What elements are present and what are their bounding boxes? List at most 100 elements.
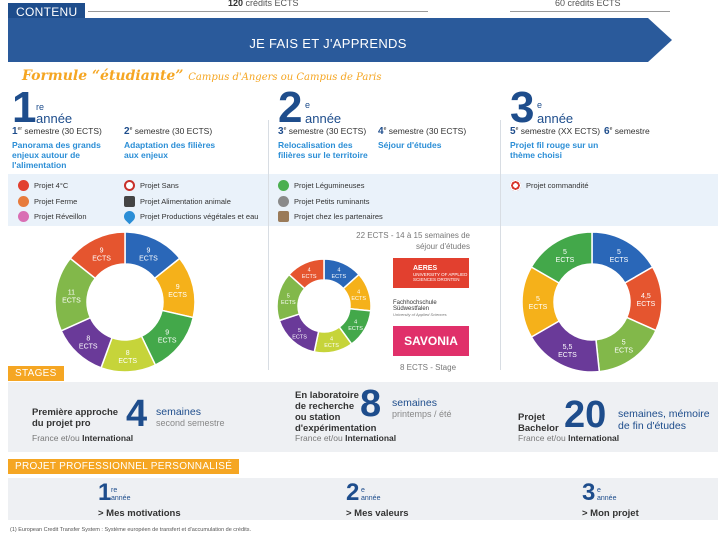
- donut3-segment-6-value: 5: [563, 249, 567, 256]
- credits-left-value: 120: [228, 0, 244, 8]
- semester-4-num: 4: [378, 126, 384, 137]
- donut2-segment-4-value: 4: [330, 337, 333, 343]
- donut3-segment-5-value: 5: [536, 296, 540, 303]
- donut1-segment-6-value: 11: [68, 289, 75, 296]
- semester-4-text: semestre (30 ECTS): [388, 126, 467, 136]
- project-ruminants-label: Projet Petits ruminants: [294, 197, 370, 206]
- donut3-segment-3-value: 5: [622, 340, 626, 347]
- ppp-year-2-number: 2: [346, 479, 360, 506]
- semester-5: 5e semestre (XX ECTS): [510, 126, 600, 137]
- donut3-segment-4-value: 5,5: [563, 344, 573, 351]
- project-petits-ruminants: Projet Petits ruminants: [278, 196, 369, 207]
- project-productions-label: Projet Productions végétales et eau: [140, 212, 259, 221]
- donut2-segment-1-value: 4: [337, 268, 340, 274]
- semester-4-title: Séjour d'études: [378, 140, 442, 150]
- donut1-segment-2-unit: ECTS: [168, 292, 187, 299]
- formule-title: Formule “étudiante” Campus d'Angers ou C…: [22, 68, 381, 84]
- footnote: (1) European Credit Transfer System : Sy…: [10, 527, 252, 533]
- year-2-word: année: [305, 111, 342, 126]
- sejour-ects-label: 22 ECTS - 14 à 15 semaines de séjour d'é…: [356, 231, 470, 251]
- donut2-segment-6-value: 5: [287, 293, 290, 299]
- semester-3-sup: e: [283, 126, 287, 133]
- building-icon: [278, 211, 289, 222]
- semester-1-text: semestre (30 ECTS): [24, 126, 102, 136]
- ppp-band: [8, 478, 718, 520]
- project-sans: Projet Sans: [124, 180, 179, 191]
- donut2-segment-6-unit: ECTS: [281, 300, 296, 306]
- donut2-segment-2-unit: ECTS: [351, 296, 366, 302]
- semester-6-sup: e: [609, 126, 613, 133]
- ppp-year-3-word: année: [597, 495, 617, 502]
- stage-2-sub: printemps / été: [392, 409, 452, 419]
- credits-left-unit: crédits ECTS: [245, 0, 299, 8]
- donut1-segment-4-unit: ECTS: [118, 358, 137, 365]
- stage-ects-label: 8 ECTS - Stage: [400, 363, 457, 372]
- semester-1: 1er semestre (30 ECTS): [12, 126, 102, 137]
- donut2-segment-4-unit: ECTS: [324, 343, 339, 349]
- donut3-segment-2-value: 4,5: [641, 293, 651, 300]
- semester-2-title: Adaptation des filières aux enjeux: [124, 140, 216, 160]
- semester-5-sup: e: [515, 126, 519, 133]
- ppp-year-3-sup: e: [597, 487, 601, 494]
- year-2-sup: e: [305, 100, 311, 110]
- stage-1-weeks: 4: [126, 393, 148, 435]
- semester-5-text: semestre (XX ECTS): [520, 126, 601, 136]
- donut1-segment-1-value: 9: [146, 247, 150, 254]
- project-sans-label: Projet Sans: [140, 181, 179, 190]
- donut3-segment-5-unit: ECTS: [529, 304, 548, 311]
- stages-band: [8, 382, 718, 452]
- year-2-number: 2: [278, 83, 303, 132]
- semester-4-sup: e: [383, 126, 387, 133]
- credits-left: 120 crédits ECTS: [225, 0, 302, 8]
- donut1-segment-7-value: 9: [100, 247, 104, 254]
- savonia-logo: SAVONIA: [393, 326, 469, 356]
- semester-2: 2e semestre (30 ECTS): [124, 126, 212, 137]
- project-4c: Projet 4°C: [18, 180, 68, 191]
- stage-2-location-bold: International: [345, 433, 397, 443]
- divider-year-1-2: [268, 120, 269, 370]
- aeres-logo: AERES UNIVERSITY OF APPLIED SCIENCES DRO…: [393, 258, 469, 288]
- semester-5-title: Projet fil rouge sur un thème choisi: [510, 140, 599, 160]
- stage-1-sub: second semestre: [156, 418, 225, 428]
- stage-1-location-bold: International: [82, 433, 134, 443]
- donut2-segment-1-unit: ECTS: [332, 274, 347, 280]
- donut2-segment-2-value: 4: [357, 290, 360, 296]
- aeres-logo-sub: UNIVERSITY OF APPLIED SCIENCES DRONTEN: [413, 271, 468, 282]
- stage-2-location-plain: France et/ou: [295, 433, 346, 443]
- donut2-segment-5-unit: ECTS: [292, 335, 307, 341]
- donut1-segment-3-unit: ECTS: [158, 338, 177, 345]
- ppp-year-2-word: année: [361, 495, 381, 502]
- party-icon: [18, 211, 29, 222]
- donut2-segment-5-value: 5: [298, 328, 301, 334]
- donut2-segment-7: [288, 258, 325, 290]
- year-1-number: 1: [12, 83, 37, 132]
- donut1-segment-5-unit: ECTS: [79, 344, 98, 351]
- project-productions-vegetales: Projet Productions végétales et eau: [121, 208, 259, 225]
- project-4c-label: Projet 4°C: [34, 181, 69, 190]
- donut2-segment-7-value: 4: [308, 268, 311, 274]
- donut1-segment-4-value: 8: [126, 350, 130, 357]
- semester-1-num: 1: [12, 126, 18, 137]
- divider-year-2-3: [500, 120, 501, 370]
- donut3-segment-4-unit: ECTS: [558, 352, 577, 359]
- semester-2-sup: e: [129, 126, 133, 133]
- stage-3-unit: semaines, mémoire de fin d'études: [618, 408, 710, 432]
- water-drop-icon: [121, 208, 138, 225]
- stage-3-location-bold: International: [568, 433, 620, 443]
- ppp-year-3-number: 3: [582, 479, 596, 506]
- ppp-label: PROJET PROFESSIONNEL PERSONNALISÉ: [8, 459, 240, 474]
- semester-2-text: semestre (30 ECTS): [134, 126, 213, 136]
- semester-6-text: semestre: [614, 126, 650, 136]
- donut1-segment-7-unit: ECTS: [92, 255, 111, 262]
- year-1-sup: re: [36, 102, 45, 112]
- donut1-segment-2-value: 9: [176, 284, 180, 291]
- ppp-year-1-text: > Mes motivations: [98, 508, 181, 519]
- project-legumineuses: Projet Légumineuses: [278, 180, 364, 191]
- semester-3-num: 3: [278, 126, 284, 137]
- year-3-sup: e: [537, 100, 543, 110]
- project-legumineuses-label: Projet Légumineuses: [294, 181, 365, 190]
- ppp-year-2-text: > Mes valeurs: [346, 508, 409, 519]
- fachhochschule-logo-title: Fachhochschule Südwestfalen: [393, 299, 437, 312]
